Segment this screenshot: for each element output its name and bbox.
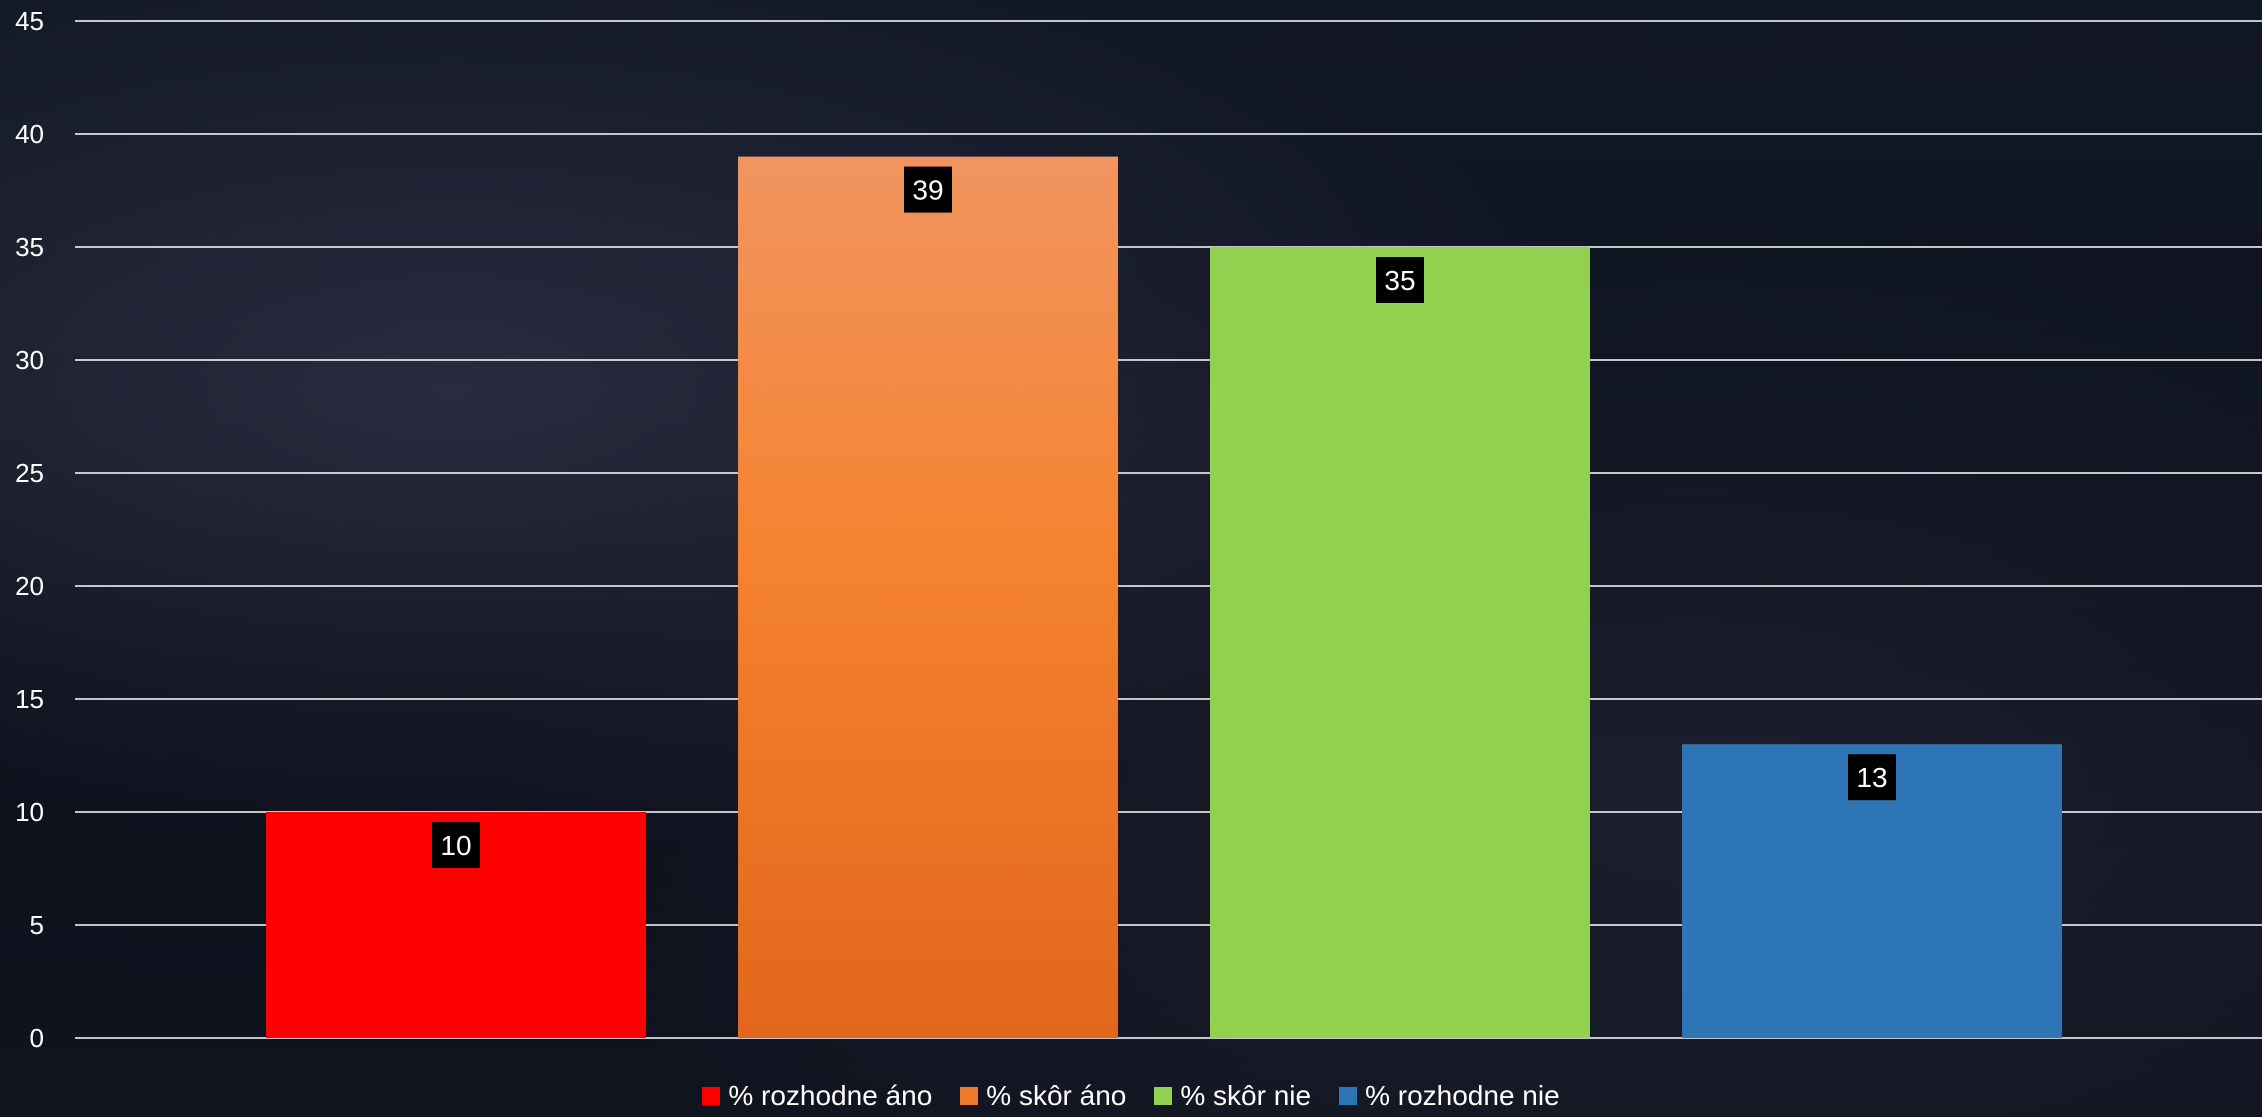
y-tick-label: 20 bbox=[15, 571, 44, 601]
legend-item: % rozhodne áno bbox=[702, 1080, 932, 1112]
legend-item: % skôr áno bbox=[960, 1080, 1126, 1112]
y-tick-label: 0 bbox=[30, 1023, 44, 1053]
legend-item: % rozhodne nie bbox=[1339, 1080, 1560, 1112]
data-label: 13 bbox=[1856, 762, 1887, 793]
bars bbox=[266, 156, 2062, 1039]
y-tick-label: 30 bbox=[15, 345, 44, 375]
y-tick-label: 40 bbox=[15, 119, 44, 149]
data-label: 39 bbox=[912, 175, 943, 206]
y-tick-label: 10 bbox=[15, 797, 44, 827]
data-label-box bbox=[1376, 257, 1424, 303]
legend-item: % skôr nie bbox=[1154, 1080, 1311, 1112]
y-tick-label: 5 bbox=[30, 910, 44, 940]
legend-label: % rozhodne nie bbox=[1365, 1080, 1560, 1111]
y-tick-label: 25 bbox=[15, 458, 44, 488]
data-label-box bbox=[1848, 754, 1896, 801]
legend-swatch bbox=[1339, 1087, 1358, 1105]
y-axis: 0 5 10 15 20 25 30 35 40 45 bbox=[15, 6, 44, 1053]
legend-label: % rozhodne áno bbox=[728, 1080, 933, 1111]
data-label: 10 bbox=[440, 830, 471, 861]
legend: % rozhodne áno % skôr áno % skôr nie % rozh… bbox=[0, 1078, 2262, 1114]
bar bbox=[1210, 247, 1590, 1038]
legend-swatch bbox=[960, 1087, 979, 1105]
y-tick-label: 15 bbox=[15, 684, 44, 714]
bar bbox=[738, 156, 1118, 1039]
y-tick-label: 45 bbox=[15, 6, 44, 36]
legend-swatch bbox=[702, 1087, 721, 1105]
data-labels: 10 39 35 13 bbox=[432, 166, 1896, 868]
data-label-box bbox=[432, 822, 480, 868]
legend-label: % skôr nie bbox=[1180, 1080, 1312, 1111]
data-label-box bbox=[904, 166, 952, 213]
legend-swatch bbox=[1154, 1087, 1173, 1105]
legend-label: % skôr áno bbox=[986, 1080, 1127, 1111]
y-tick-label: 35 bbox=[15, 232, 44, 262]
data-label: 35 bbox=[1384, 265, 1415, 296]
